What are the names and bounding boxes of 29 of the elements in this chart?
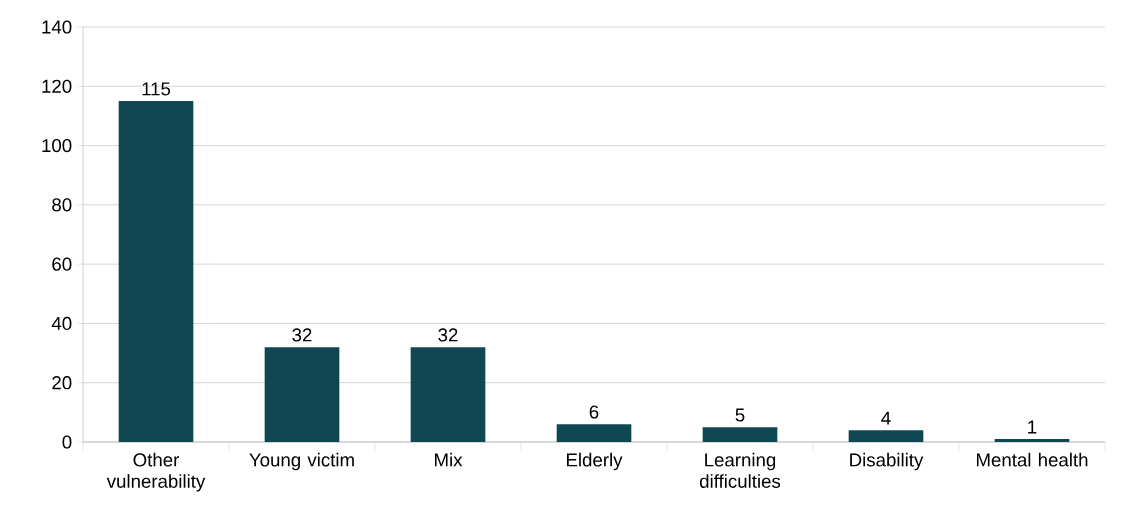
bar — [118, 101, 194, 442]
x-tick-label: Mental health — [976, 452, 1088, 467]
x-tick-label: Elderly — [566, 452, 623, 471]
x-tick-label: Learning difficulties — [699, 452, 781, 488]
bar — [264, 347, 340, 442]
bar — [556, 424, 632, 442]
y-tick-label: 120 — [42, 79, 72, 93]
bar — [410, 347, 486, 442]
y-tick-label: 40 — [51, 316, 72, 331]
bar — [702, 427, 778, 442]
data-label: 1 — [1028, 420, 1037, 434]
x-tick-label: Mix — [435, 452, 463, 467]
data-label: 32 — [438, 328, 458, 342]
data-label: 6 — [589, 405, 599, 419]
data-label: 32 — [292, 328, 312, 342]
bar — [994, 439, 1070, 442]
y-tick-label: 60 — [52, 257, 72, 271]
data-label: 5 — [735, 408, 745, 422]
bar — [848, 430, 924, 442]
y-tick-label: 20 — [52, 376, 72, 390]
data-label: 115 — [142, 82, 171, 96]
x-tick-label: Other vulnerability — [106, 452, 206, 492]
y-tick-label: 0 — [62, 435, 72, 449]
y-tick-label: 80 — [52, 198, 72, 212]
y-tick-label: 100 — [42, 138, 72, 153]
data-label: 4 — [881, 411, 891, 425]
y-tick-label: 140 — [42, 20, 72, 34]
x-tick-label: Young victim — [249, 452, 354, 471]
x-tick-label: Disability — [850, 452, 924, 471]
